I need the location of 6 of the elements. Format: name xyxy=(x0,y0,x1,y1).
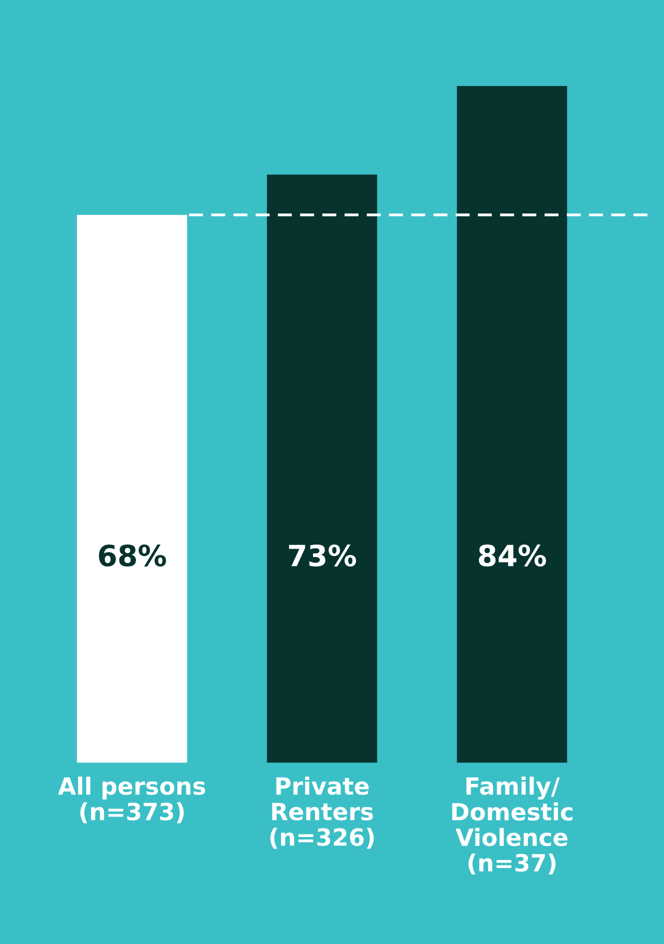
data-label: 84% xyxy=(478,544,546,567)
data-label: 73% xyxy=(289,544,356,567)
data-label: 68% xyxy=(98,544,166,567)
x-tick-label: Family/ Domestic Violence (n=37) xyxy=(452,776,572,875)
x-tick-label: Private Renters (n=326) xyxy=(270,776,374,849)
x-tick-label: All persons (n=373) xyxy=(58,776,206,824)
